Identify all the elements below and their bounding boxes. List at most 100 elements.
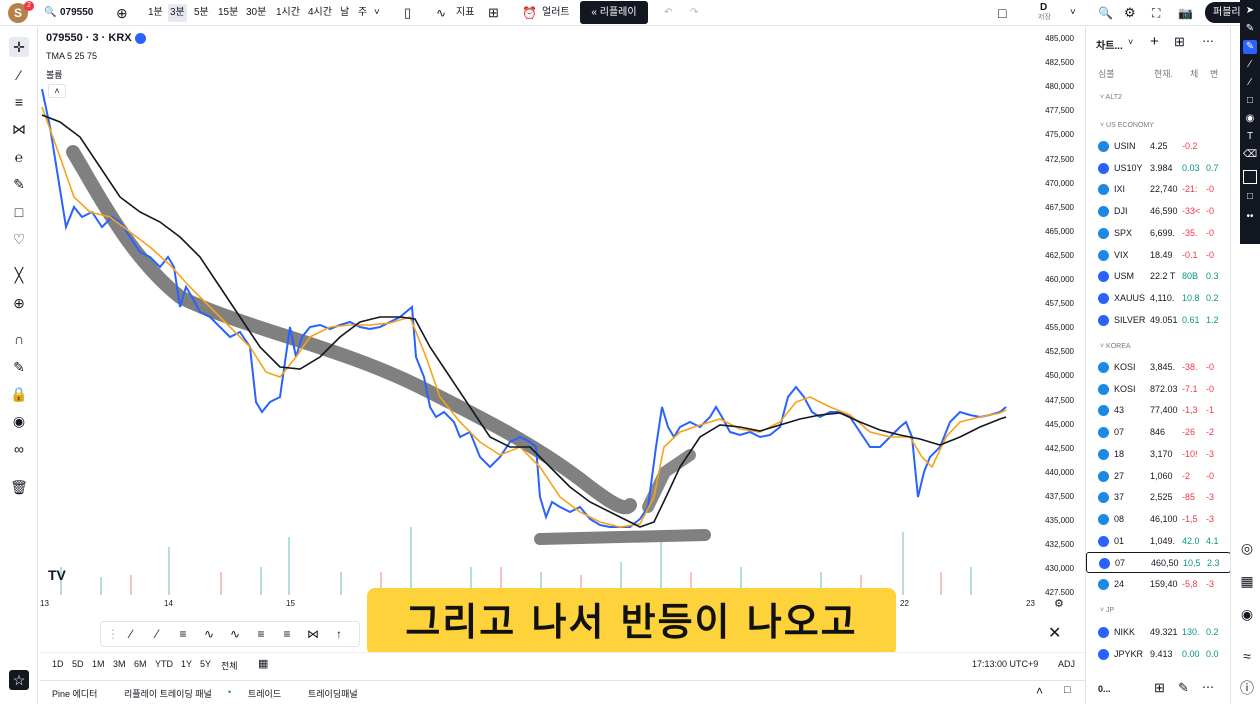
section-alt2[interactable]: ˅ ALT2 [1100, 94, 1122, 101]
star-watch-icon[interactable]: ☆ [9, 670, 29, 690]
layout-grid-icon[interactable]: ⊞ [1154, 680, 1165, 695]
compare-add-icon[interactable]: ⊕ [116, 5, 128, 21]
tab-trading-panel[interactable]: 트레이딩패널 [308, 689, 358, 699]
fib-icon[interactable]: ≡ [179, 627, 187, 641]
trash-icon[interactable]: 🗑 [10, 479, 28, 495]
advanced-view-icon[interactable]: ⊞ [1174, 34, 1185, 49]
range-3m[interactable]: 3M [113, 659, 126, 669]
more-options-icon[interactable]: ⋯ [1202, 680, 1214, 694]
pattern-icon[interactable]: ⋈ [12, 121, 26, 137]
watchlist-row[interactable]: KOSI 3,845. -38. -0 [1086, 357, 1231, 378]
interval-day[interactable]: 날 [340, 7, 350, 18]
close-icon[interactable]: ✕ [1048, 625, 1062, 642]
maximize-panel-icon[interactable]: □ [1064, 684, 1071, 696]
help-icon[interactable]: ⓘ [1240, 680, 1254, 696]
watchlist-row[interactable]: 43 77,400 -1,3 -1 [1086, 400, 1231, 421]
chart-pane[interactable]: TV 079550 · 3 · KRX TMA 5 25 75 볼륨 ˄ [40, 27, 1037, 595]
indicators-icon[interactable]: ∿ [436, 6, 447, 20]
lock-icon[interactable]: 🔒 [10, 386, 28, 402]
brush-icon[interactable]: ✎ [13, 176, 25, 192]
adj-toggle[interactable]: ADJ [1058, 659, 1076, 669]
chart-legend-title[interactable]: 079550 · 3 · KRX [46, 32, 146, 44]
col-pct[interactable]: 변 [1210, 69, 1219, 79]
settings-gear-icon[interactable]: ⚙ [1124, 5, 1136, 20]
zoom-in-icon[interactable]: ⊕ [13, 295, 25, 311]
chevron-down-icon[interactable]: ˅ [1128, 37, 1134, 47]
elliott-wave-icon[interactable]: ∿ [229, 627, 241, 641]
eye-icon[interactable]: ◉ [12, 413, 26, 429]
watchlist-row[interactable]: IXI 22,740 -21: -0 [1086, 179, 1231, 200]
watchlist-row[interactable]: 27 1,060 -2 -0 [1086, 466, 1231, 487]
crosshair-icon[interactable]: ✛ [9, 37, 29, 57]
watchlist-row[interactable]: XAUUS 4,110. 10.8 0.2 [1086, 288, 1231, 309]
interval-4h[interactable]: 4시간 [308, 7, 332, 18]
favorite-heart-icon[interactable]: ♡ [12, 231, 26, 247]
calendar-icon[interactable]: ▦ [1240, 573, 1254, 589]
watchlist-row[interactable]: 01 1,049. 42.0 4.1 [1086, 531, 1231, 552]
price-axis[interactable]: 485,000 482,500 480,000 477,500 475,000 472,5… [1037, 27, 1082, 597]
highlighter-icon[interactable]: ✎ [1243, 40, 1257, 54]
watchlist-row[interactable]: 07 460,50 10,5 2.3 [1086, 552, 1231, 574]
section-us-economy[interactable]: ˅ US ECONOMY [1100, 122, 1154, 129]
fib-extension-icon[interactable]: ≡ [257, 627, 265, 641]
watchlist-row[interactable]: USIN 4.25 -0.2 [1086, 136, 1231, 157]
broadcast-icon[interactable]: ≈ [1243, 648, 1251, 664]
comment-icon[interactable]: □ [14, 204, 24, 220]
more-options-icon[interactable]: ⋯ [1202, 34, 1214, 48]
watchlist-title[interactable]: 차트... [1096, 41, 1123, 52]
pattern-icon[interactable]: ⋈ [307, 627, 319, 641]
interval-3m[interactable]: 3분 [168, 4, 187, 22]
watchlist-row[interactable]: KOSI 872.03 -7.1 -0 [1086, 379, 1231, 400]
chevron-down-icon[interactable]: ˅ [1070, 7, 1076, 18]
symbol-search[interactable]: 079550 [60, 7, 94, 18]
watchlist-row[interactable]: 37 2,525 -85 -3 [1086, 487, 1231, 508]
candle-style-icon[interactable]: ▯ [404, 5, 412, 20]
interval-1m[interactable]: 1분 [148, 7, 163, 18]
fib-channel-icon[interactable]: ≡ [283, 627, 291, 641]
redo-icon[interactable]: ↷ [690, 7, 699, 18]
price-chart-svg[interactable]: TV [40, 27, 1037, 595]
col-symbol[interactable]: 심볼 [1098, 69, 1115, 79]
magnet-icon[interactable]: ∩ [13, 331, 25, 347]
fullscreen-box-icon[interactable]: □ [998, 5, 1007, 21]
col-change[interactable]: 체 [1190, 69, 1199, 79]
pen-icon[interactable]: ✎ [1245, 23, 1255, 34]
indicators-button[interactable]: 지표 [456, 7, 475, 18]
tab-replay-trading[interactable]: 리플레이 트레이딩 패널 [124, 689, 212, 699]
range-5y[interactable]: 5Y [200, 659, 212, 669]
clock-readout[interactable]: 17:13:00 UTC+9 [972, 659, 1039, 669]
edit-icon[interactable]: ✎ [1178, 680, 1189, 695]
long-position-icon[interactable]: ↑ [336, 627, 342, 641]
range-6m[interactable]: 6M [134, 659, 147, 669]
watchlist-row[interactable]: US10Y 3.984 0.03 0.7 [1086, 158, 1231, 179]
alarm-icon[interactable]: ⏰ [522, 6, 537, 20]
interval-week[interactable]: 주 [358, 7, 368, 18]
stroke-size-icon[interactable]: □ [1246, 191, 1254, 202]
watchlist-row[interactable]: SILVER 49.051 0.61 1.2 [1086, 310, 1231, 331]
line-icon[interactable]: ∕ [1249, 59, 1251, 70]
watchlist-row[interactable]: DJI 46,590 -33< -0 [1086, 201, 1231, 222]
brush-icon[interactable]: ∕ [1249, 77, 1251, 88]
range-all[interactable]: 전체 [221, 661, 238, 671]
layout-grid-icon[interactable]: ⊞ [488, 5, 499, 20]
watchlist-row[interactable]: USM 22.2 T 80B 0.3 [1086, 266, 1231, 287]
range-1m[interactable]: 1M [92, 659, 105, 669]
search-icon[interactable]: 🔍 [44, 7, 57, 18]
alert-button[interactable]: 얼러트 [542, 7, 570, 18]
fullscreen-icon[interactable]: ⛶ [1152, 6, 1161, 20]
watchlist-row[interactable]: 07 846 -26 -2 [1086, 422, 1231, 443]
fib-retracement-icon[interactable]: ≡ [14, 94, 24, 110]
drag-handle-icon[interactable]: ⋮ [107, 627, 119, 641]
cursor-icon[interactable]: ➤ [1245, 5, 1255, 16]
color-swatch-icon[interactable] [1243, 170, 1257, 184]
range-1d[interactable]: 1D [52, 659, 64, 669]
watchlist-row[interactable]: VIX 18.49 -0.1 -0 [1086, 245, 1231, 266]
avatar[interactable]: S [8, 3, 28, 23]
parallel-channel-icon[interactable]: ⁄ [155, 627, 158, 641]
range-ytd[interactable]: YTD [155, 659, 173, 669]
more-dots-icon[interactable]: •• [1246, 211, 1254, 222]
target-icon[interactable]: ◎ [1240, 540, 1254, 556]
interval-15m[interactable]: 15분 [218, 7, 239, 18]
collapse-legend-icon[interactable]: ˄ [48, 84, 66, 98]
calendar-icon[interactable]: ▦ [258, 658, 269, 670]
